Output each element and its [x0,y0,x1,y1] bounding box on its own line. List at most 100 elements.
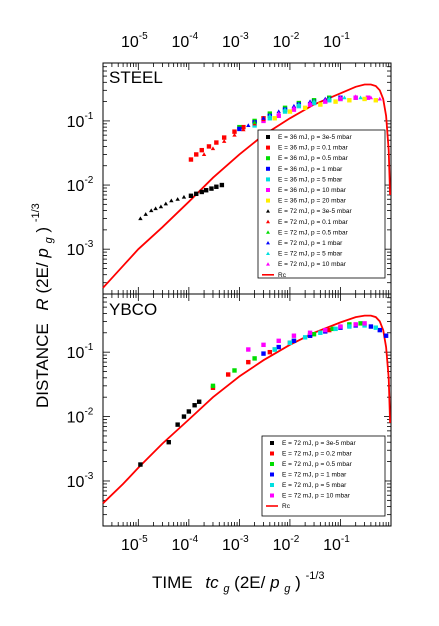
data-point [276,109,281,114]
data-point [282,109,288,114]
steel-panel-label: STEEL [109,68,163,87]
data-point [307,100,313,105]
data-points [138,94,389,467]
data-point [362,96,367,102]
data-point [291,333,297,338]
data-point [287,340,293,345]
legend-marker [266,262,270,266]
data-point [181,414,187,419]
data-point [203,188,209,193]
data-point [333,99,338,104]
legend-label: E = 72 mJ, p = 0.2 mbar [282,451,353,458]
data-point [282,107,288,112]
y-axis-title-r: R [33,298,52,310]
data-point [267,349,273,355]
top-x-tick-label: 10-3 [222,31,249,51]
top-x-tick-label: 10-2 [273,31,300,51]
data-point [347,98,352,103]
data-point [358,95,363,100]
y-tick-label: 10-1 [67,111,94,131]
y-axis-title-open: (2E/ [33,262,52,293]
data-point [221,135,227,140]
data-point [296,102,302,107]
legend-marker [266,241,270,245]
data-point [323,98,328,102]
data-point [188,157,194,162]
legend-marker [266,198,270,203]
data-point [330,326,335,332]
data-point [327,327,332,333]
data-point [206,144,212,149]
legend-marker [270,451,274,456]
data-point [267,113,273,118]
data-point [377,327,382,333]
data-point [368,324,374,329]
legend-label: E = 36 mJ, p = 10 mbar [278,187,347,194]
legend-marker [270,462,274,466]
data-point [138,462,143,467]
ybco-panel-label: YBCO [109,300,157,319]
data-point [261,116,266,120]
data-point [272,116,277,121]
top-x-tick-label: 10-5 [121,31,148,51]
data-point [210,383,216,389]
legend-marker [270,472,274,477]
data-point [267,116,273,121]
legend-label: E = 72 mJ, p = 0.5 mbar [278,229,349,236]
data-point [291,105,297,110]
y-axis-title-close: ) [33,227,52,233]
data-point [323,327,328,333]
data-point [188,193,194,198]
legend-label: E = 72 mJ, p = 1 mbar [278,240,343,247]
y-axis-title-word: DISTANCE [33,323,52,408]
legend-label: E = 36 mJ, p = 20 mbar [278,198,347,205]
y-tick-label: 10-1 [67,342,94,362]
legend-marker [266,230,270,234]
x-axis-title-close: ) [295,573,301,592]
x-axis-title-word: TIME [152,573,193,592]
bottom-x-tick-label: 10-5 [121,534,148,554]
legend-label: E = 36 mJ, p = 1 mbar [278,166,343,173]
data-point [153,206,158,211]
legend-label: E = 72 mJ, p = 5 mbar [278,251,343,258]
x-axis-title-sub-g: g [223,583,230,595]
legend-marker [266,177,270,182]
legend-label: E = 72 mJ, p = 0.1 mbar [278,219,349,226]
data-point [214,140,219,145]
x-axis-title-exp: -1/3 [306,570,325,582]
data-point [276,111,281,116]
legend-label: Rc [282,503,291,510]
data-point [166,440,171,445]
legend-label: E = 36 mJ, p = 0.5 mbar [278,155,349,162]
data-point [302,105,308,111]
data-point [338,95,343,100]
data-point [221,139,227,143]
legend-label: E = 36 mJ, p = 3e-5 mbar [278,134,353,141]
data-point [311,332,317,337]
legend-marker [266,145,270,150]
data-point [214,184,219,189]
data-point [252,123,257,128]
data-point [347,324,352,329]
data-point [291,338,297,344]
data-point [158,204,164,209]
legend-marker [266,251,270,255]
legend-label: E = 72 mJ, p = 0.5 mbar [282,461,353,468]
legend-label: E = 36 mJ, p = 5 mbar [278,176,343,183]
data-point [318,102,323,107]
data-point [276,338,281,344]
data-point [232,132,237,137]
data-point [272,347,277,352]
data-point [232,368,237,373]
legend-marker [270,483,274,487]
legend-label: E = 72 mJ, p = 10 mbar [282,493,351,500]
legend-label: Rc [278,272,287,279]
data-point [194,152,199,157]
data-point [358,321,363,326]
data-point [342,95,347,100]
data-point [225,372,231,377]
data-point [209,186,214,191]
y-axis-title-sub-g: g [43,236,55,243]
legend-label: E = 36 mJ, p = 0.1 mbar [278,145,349,152]
